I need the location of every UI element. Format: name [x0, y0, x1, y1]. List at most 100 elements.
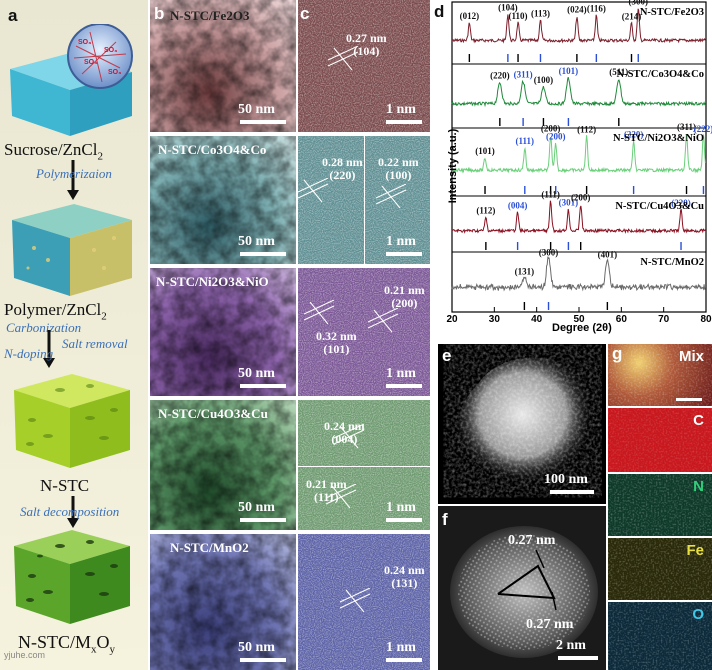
xrd-tick-label: 20	[446, 314, 458, 325]
xrd-series-line	[451, 8, 706, 44]
tem-image-1: N-STC/Co3O4&Co 50 nm	[150, 136, 296, 264]
svg-text:SO₃: SO₃	[104, 47, 117, 54]
lattice-fringe-marker	[327, 46, 359, 71]
xrd-series-line	[451, 76, 706, 108]
xrd-tick-label: 70	[658, 314, 670, 325]
xrd-peak-label: (111)	[516, 136, 535, 146]
lattice-label: 0.28 nm (220)	[322, 156, 363, 182]
final-cube-graphic	[14, 530, 130, 624]
xrd-peak-label: (220)	[490, 71, 510, 81]
eds-map-label: N	[693, 478, 704, 495]
xrd-peak-label: (131)	[515, 267, 535, 277]
lattice-plane: (101)	[323, 342, 350, 356]
panel-d: d (012) (104) (110) (113) (024) (116) (214) (30…	[432, 0, 712, 340]
hrtem-scale-label: 1 nm	[386, 500, 416, 515]
hrtem-scale-label: 1 nm	[386, 640, 416, 655]
lattice-plane: (104)	[353, 44, 380, 58]
lattice-label: 0.22 nm (100)	[378, 156, 419, 182]
panel-c-label: c	[300, 4, 310, 23]
xrd-peak-label: (200)	[571, 193, 591, 203]
lattice-plane: (200)	[391, 296, 418, 310]
xrd-peak-label: (113)	[531, 8, 550, 18]
xrd-peak-label: (100)	[534, 75, 554, 85]
eds-map-1: C	[608, 408, 712, 472]
eds-map-label: Mix	[678, 348, 704, 365]
xrd-peak-label: (311)	[677, 122, 696, 132]
lattice-label: 0.32 nm (101)	[316, 330, 357, 356]
xrd-series-name: N-STC/Ni2O3&NiO	[613, 133, 704, 144]
lattice-label: 0.24 nm (131)	[384, 564, 425, 590]
panel-e: e 100 nm	[438, 344, 606, 504]
tem-scale-label: 50 nm	[238, 234, 275, 249]
lattice-plane: (131)	[391, 576, 418, 590]
lattice-spacing: 0.22 nm	[378, 155, 419, 169]
svg-text:SO₃: SO₃	[84, 59, 97, 66]
panel-f-spacing-1: 0.27 nm	[508, 533, 556, 548]
tem-scale-label: 50 nm	[238, 640, 275, 655]
xrd-peak-label: (110)	[509, 11, 528, 21]
tem-image-title: N-STC/Fe2O3	[170, 8, 250, 23]
xrd-peak-label: (012)	[460, 11, 480, 21]
lattice-fringe-marker	[367, 308, 399, 333]
lattice-plane: (100)	[385, 168, 412, 182]
arrow-down-icon	[43, 330, 55, 368]
hrtem-scale-bar	[386, 120, 422, 124]
lattice-spacing: 0.32 nm	[316, 329, 357, 343]
panel-g-scale-bar	[676, 398, 702, 401]
lattice-spacing: 0.24 nm	[324, 419, 365, 433]
xrd-series-name: N-STC/Co3O4&Co	[616, 69, 704, 80]
tem-scale-bar	[240, 384, 286, 388]
carbonization-label: Carbonization	[6, 320, 82, 335]
lattice-spacing: 0.24 nm	[384, 563, 425, 577]
panel-e-scale-label: 100 nm	[544, 472, 588, 487]
sucrose-zncl2-label: Sucrose/ZnCl2	[4, 140, 103, 163]
salt-removal-label: Salt removal	[62, 336, 128, 351]
xrd-peak-label: (024)	[567, 5, 587, 15]
tem-image-4: N-STC/MnO2 50 nm	[150, 534, 296, 670]
lattice-fringe-marker	[303, 300, 335, 325]
lattice-plane: (111)	[314, 490, 339, 504]
xrd-tick-label: 40	[531, 314, 543, 325]
panel-f-spacing-2: 0.27 nm	[526, 617, 574, 632]
xrd-tick-label: 30	[489, 314, 501, 325]
xrd-peak-label: (112)	[577, 124, 596, 134]
lattice-fringe-marker	[375, 184, 407, 209]
lattice-spacing: 0.21 nm	[306, 477, 347, 491]
arrow-down-icon	[67, 160, 79, 200]
tem-scale-bar	[240, 658, 286, 662]
arrow-down-icon	[67, 496, 79, 528]
n-doping-label: N-doping	[4, 346, 54, 361]
eds-map-0: Mix	[608, 344, 712, 406]
panel-b-label: b	[154, 4, 165, 23]
nstc-label: N-STC	[40, 476, 90, 495]
hrtem-divider	[298, 466, 430, 467]
final-product-label: N-STC/MxOy	[18, 632, 116, 656]
eds-map-label: C	[693, 412, 704, 429]
hrtem-image-0: 1 nm	[298, 0, 430, 132]
panel-f-label: f	[442, 510, 448, 529]
lattice-fringe-marker	[297, 178, 329, 203]
hrtem-image-2: 1 nm	[298, 268, 430, 396]
xrd-peak-label: (511)	[609, 67, 628, 77]
tem-scale-label: 50 nm	[238, 102, 275, 117]
xrd-peak-label: (200)	[541, 124, 561, 134]
tem-scale-label: 50 nm	[238, 500, 275, 515]
hrtem-divider	[364, 136, 365, 264]
eds-map-label: Fe	[686, 542, 704, 559]
xrd-series-line	[451, 256, 706, 292]
xrd-peak-label: (401)	[598, 249, 618, 259]
lattice-label: 0.21 nm (111)	[306, 478, 347, 504]
tem-scale-label: 50 nm	[238, 366, 275, 381]
tem-image-title: N-STC/Ni2O3&NiO	[156, 274, 269, 289]
xrd-series-line	[451, 134, 706, 174]
salt-decomposition-label: Salt decomposition	[20, 504, 120, 519]
panel-a-label: a	[8, 6, 18, 25]
panel-e-scale-bar	[550, 490, 594, 494]
hrtem-scale-bar	[386, 658, 422, 662]
tem-image-title: N-STC/MnO2	[170, 540, 249, 555]
xrd-peak-label: (101)	[475, 146, 495, 156]
hrtem-image-4: 1 nm	[298, 534, 430, 670]
xrd-peak-label: (200)	[546, 131, 566, 141]
xrd-peak-label: (220)	[671, 198, 691, 208]
hrtem-image-3: 1 nm	[298, 400, 430, 530]
